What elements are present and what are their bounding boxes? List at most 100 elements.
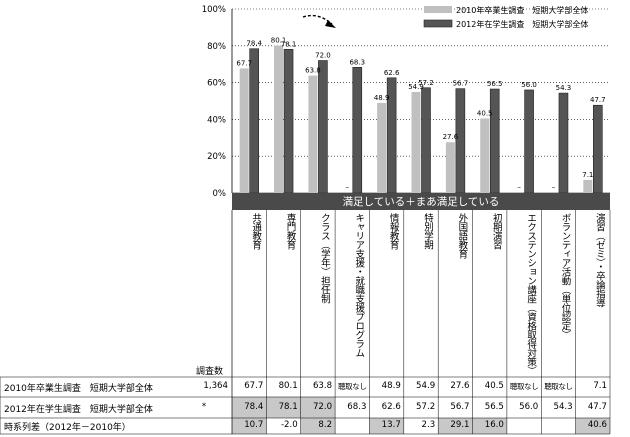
y-tick-label: 20% bbox=[207, 152, 226, 162]
table-cell: 56.0 bbox=[519, 401, 539, 412]
bar-2010 bbox=[411, 91, 421, 193]
table-cell: 62.6 bbox=[381, 401, 401, 412]
count-header: 調査数 bbox=[196, 367, 224, 377]
bar-value-label: 67.7 bbox=[236, 59, 252, 67]
bar-2012 bbox=[558, 92, 569, 194]
legend-swatch bbox=[424, 6, 452, 13]
table-cell: 67.7 bbox=[244, 381, 264, 391]
table-gridlines bbox=[0, 210, 611, 435]
table-cell: 78.1 bbox=[278, 401, 298, 412]
table-cell: 40.5 bbox=[484, 381, 504, 391]
category-label: 共通教育 bbox=[250, 213, 262, 249]
bar-value-label: 78.4 bbox=[246, 40, 262, 48]
bar-2010 bbox=[445, 142, 455, 193]
bar-value-label: 72.0 bbox=[315, 52, 331, 60]
table-cell-shade bbox=[472, 418, 507, 434]
table-cell-shade bbox=[300, 418, 336, 434]
table-cell: 57.2 bbox=[416, 401, 436, 412]
category-label: 演習（ゼミ）・卒論指導 bbox=[593, 213, 605, 308]
bar-value-label: 63.8 bbox=[305, 67, 321, 75]
bar-2012 bbox=[593, 104, 603, 194]
trend-arrow-icon bbox=[302, 14, 336, 28]
table-cell-shade bbox=[232, 418, 267, 434]
legend-label: 2012年在学生調査 短期大学部全体 bbox=[456, 19, 588, 29]
category-label: キャリア支援・就職支援プログラム bbox=[353, 213, 365, 357]
table-cell: 10.7 bbox=[244, 420, 264, 430]
y-tick-label: 80% bbox=[207, 42, 226, 52]
table-cell: 80.1 bbox=[278, 381, 298, 391]
category-label: 初期演習 bbox=[490, 213, 502, 249]
table-cell: 聴取なし bbox=[544, 382, 573, 391]
table-cell: 56.7 bbox=[450, 401, 470, 412]
band-label: 満足している＋まあ満足している bbox=[342, 196, 500, 208]
bar-value-label: 56.5 bbox=[487, 80, 503, 88]
bar-value-label: 47.7 bbox=[590, 96, 606, 104]
bar-2010 bbox=[583, 179, 593, 193]
bar-2010 bbox=[239, 68, 249, 193]
bar-series bbox=[239, 45, 603, 194]
band-bar bbox=[232, 193, 610, 210]
table-cell: 8.2 bbox=[318, 420, 333, 430]
bar-2012 bbox=[352, 67, 363, 194]
table-row-label: 時系列差（2012年－2010年） bbox=[4, 423, 131, 433]
bar-value-label: 27.6 bbox=[443, 133, 459, 141]
bar-value-labels: 67.7 78.4 80.178.1 63.8 72.0 – 68.3 48.9 62.6 54.… bbox=[236, 37, 605, 191]
bar-value-label: – bbox=[346, 183, 350, 191]
category-label: クラス（学年）担任制 bbox=[318, 213, 330, 303]
category-label: 専門教育 bbox=[284, 213, 296, 249]
category-label: ボランティア活動（単位認定） bbox=[559, 213, 571, 339]
bar-2012 bbox=[318, 60, 328, 194]
bar-value-label: 57.2 bbox=[418, 79, 434, 87]
bar-2012 bbox=[489, 88, 500, 194]
y-tick-label: 0% bbox=[213, 189, 227, 199]
y-tick-label: 100% bbox=[202, 5, 226, 15]
bar-2010 bbox=[377, 103, 387, 193]
table-cell: 27.6 bbox=[450, 381, 470, 391]
table-cell: 72.0 bbox=[312, 401, 333, 412]
table-cell-shade bbox=[300, 397, 336, 418]
table-cell: 54.9 bbox=[416, 381, 436, 391]
table-count-cell: 1,364 bbox=[203, 381, 228, 391]
table-cell: 2.3 bbox=[421, 420, 436, 430]
table-cell-shade bbox=[369, 418, 404, 434]
table-cell: 56.5 bbox=[484, 401, 504, 412]
table-cell: 7.1 bbox=[593, 381, 607, 391]
bar-value-label: 68.3 bbox=[349, 58, 365, 66]
bar-value-label: 56.7 bbox=[453, 80, 469, 88]
bar-2012 bbox=[249, 48, 259, 194]
bar-value-label: 80.1 bbox=[271, 37, 287, 45]
table-cell: -2.0 bbox=[280, 420, 298, 430]
category-label: 特別学期 bbox=[422, 213, 433, 249]
legend-swatch bbox=[423, 19, 453, 28]
table-cell-shade bbox=[575, 418, 610, 434]
y-tick-label: 40% bbox=[207, 115, 226, 125]
bar-value-label: – bbox=[552, 183, 556, 191]
bar-value-label: 54.9 bbox=[408, 83, 424, 91]
table-cell: 16.0 bbox=[484, 420, 504, 430]
table-cell: 47.7 bbox=[587, 401, 607, 412]
bar-value-label: 56.0 bbox=[521, 81, 537, 89]
legend-label: 2010年卒業生調査 短期大学部全体 bbox=[456, 5, 588, 15]
table-cell: 40.6 bbox=[587, 420, 607, 430]
table-cell-shade bbox=[266, 397, 301, 418]
legend: 2010年卒業生調査 短期大学部全体 2012年在学生調査 短期大学部全体 bbox=[423, 5, 588, 29]
y-axis: 0% 20% 40% 60% 80% 100% bbox=[202, 5, 233, 199]
table-cell: 54.3 bbox=[553, 401, 573, 412]
table-cell: 63.8 bbox=[312, 381, 333, 391]
category-label: 外国語教育 bbox=[456, 213, 468, 258]
bar-2010 bbox=[480, 118, 490, 193]
bar-value-label: 40.5 bbox=[477, 109, 493, 117]
bar-value-label: 54.3 bbox=[556, 84, 572, 92]
bar-value-label: – bbox=[517, 183, 521, 191]
bar-2010 bbox=[274, 45, 284, 194]
bar-2012 bbox=[524, 89, 534, 194]
table-cell: 13.7 bbox=[381, 420, 401, 430]
bar-value-label: 78.1 bbox=[281, 40, 297, 48]
table-cell: 聴取なし bbox=[338, 382, 367, 391]
bar-2010 bbox=[308, 75, 318, 193]
table-cell: 29.1 bbox=[450, 420, 470, 430]
bar-value-label: 48.9 bbox=[374, 94, 390, 102]
table-cell: 聴取なし bbox=[509, 382, 539, 391]
table-cell-shade bbox=[232, 397, 267, 418]
